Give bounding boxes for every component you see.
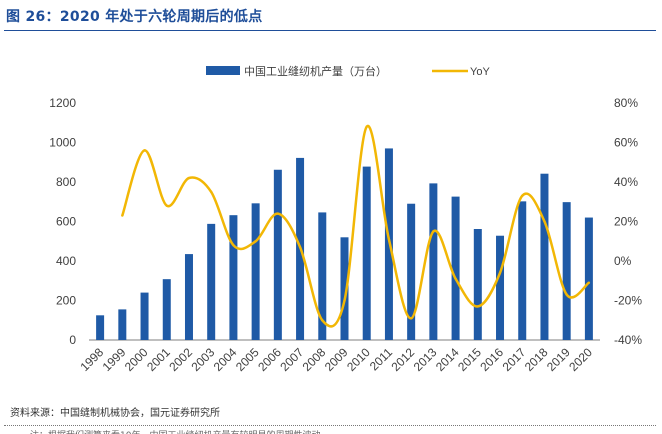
- x-tick-label: 2020: [566, 345, 595, 374]
- legend-line-label: YoY: [470, 66, 490, 78]
- title-rule: [4, 30, 656, 31]
- bar-2019: [562, 202, 571, 340]
- legend-bar-label: 中国工业缝纫机产量（万台）: [244, 64, 387, 78]
- y-right-tick-label: -20%: [614, 294, 642, 308]
- yoy-point-2008: [321, 319, 324, 322]
- bar-2018: [540, 173, 549, 340]
- y-left-tick-label: 400: [56, 254, 76, 268]
- x-tick-label: 2018: [522, 345, 551, 374]
- yoy-line-group: [121, 124, 591, 328]
- bar-2009: [340, 237, 349, 340]
- yoy-point-2001: [165, 204, 168, 207]
- yoy-point-2016: [498, 271, 502, 275]
- yoy-point-2004: [232, 244, 235, 247]
- bar-2013: [429, 183, 438, 340]
- bar-2010: [362, 166, 371, 340]
- note-rule: [4, 425, 656, 426]
- yoy-point-2019: [565, 293, 568, 296]
- legend-bar-swatch: [206, 66, 240, 75]
- x-tick-label: 2005: [233, 345, 262, 374]
- yoy-point-2010: [365, 125, 368, 128]
- x-tick-label: 2006: [255, 345, 284, 374]
- y-left-tick-label: 1200: [49, 96, 76, 110]
- bar-2017: [518, 201, 527, 340]
- yoy-point-2007: [298, 245, 302, 249]
- y-right-tick-label: 40%: [614, 175, 638, 189]
- yoy-point-2013: [432, 230, 435, 233]
- x-tick-label: 2016: [477, 345, 506, 374]
- y-right-tick-label: 0%: [614, 254, 632, 268]
- bar-2020: [584, 217, 593, 340]
- footnote: 注：根据我们测算来看10年，中国工业缝纫机产量有较明显的周期性波动: [30, 428, 650, 434]
- x-tick-label: 2013: [411, 345, 440, 374]
- x-tick-label: 2015: [455, 345, 484, 374]
- yoy-point-2000: [143, 149, 146, 152]
- yoy-point-2014: [454, 277, 457, 280]
- x-tick-label: 2014: [433, 345, 462, 374]
- bar-2014: [451, 196, 460, 340]
- x-tick-label: 2008: [300, 345, 329, 374]
- bar-2005: [251, 203, 260, 340]
- x-tick-label: 2002: [166, 345, 195, 374]
- bar-2006: [273, 169, 282, 340]
- x-tick-label: 2011: [367, 345, 395, 373]
- source-note: 资料来源：中国缝制机械协会，国元证券研究所: [10, 408, 220, 419]
- bar-1998: [96, 315, 105, 340]
- y-left-tick-label: 0: [69, 333, 76, 347]
- yoy-point-2018: [543, 220, 546, 223]
- bar-2015: [473, 229, 482, 340]
- yoy-point-2002: [187, 176, 191, 180]
- bar-2004: [229, 215, 238, 340]
- bar-2003: [207, 223, 216, 340]
- y-right-tick-label: 20%: [614, 215, 638, 229]
- bar-1999: [118, 309, 127, 340]
- x-tick-label: 2019: [544, 345, 573, 374]
- yoy-point-2020: [587, 281, 591, 284]
- y-right-tick-label: 80%: [614, 96, 638, 110]
- yoy-point-2012: [409, 317, 413, 320]
- x-tick-label: 1999: [100, 345, 129, 374]
- y-left-tick-label: 200: [56, 294, 76, 308]
- yoy-point-2006: [276, 212, 280, 215]
- yoy-point-1999: [121, 214, 124, 217]
- yoy-point-2017: [521, 194, 524, 198]
- x-tick-label: 1998: [77, 345, 106, 374]
- bar-2012: [407, 203, 416, 340]
- bar-2008: [318, 212, 327, 340]
- bar-2002: [184, 254, 193, 340]
- yoy-point-2003: [209, 190, 213, 194]
- y-right-tick-label: -40%: [614, 333, 642, 347]
- bar-2001: [162, 279, 171, 340]
- bars: [96, 148, 593, 340]
- legend: 中国工业缝纫机产量（万台） YoY: [206, 64, 490, 78]
- x-tick-label: 2000: [122, 345, 151, 374]
- figure-title: 图 26：2020 年处于六轮周期后的低点: [6, 9, 263, 25]
- chart: 中国工业缝纫机产量（万台） YoY 0 200 400 600 800 1000 1200 -…: [49, 64, 642, 374]
- y-right-tick-label: 60%: [614, 136, 638, 150]
- x-tick-label: 2004: [211, 345, 240, 374]
- x-tick-label: 2009: [322, 345, 351, 374]
- yoy-line: [121, 124, 590, 328]
- x-tick-label: 2001: [144, 345, 173, 374]
- x-tick-label: 2007: [277, 345, 306, 374]
- x-tick-label: 2010: [344, 345, 373, 374]
- bar-2016: [496, 235, 505, 340]
- y-left-tick-label: 600: [56, 215, 76, 229]
- yoy-point-2005: [254, 240, 257, 243]
- yoy-point-2011: [387, 238, 391, 241]
- bar-2000: [140, 292, 149, 340]
- x-tick-label: 2003: [189, 345, 218, 374]
- x-tick-label: 2017: [500, 345, 529, 374]
- y-left-tick-label: 1000: [49, 136, 76, 150]
- yoy-point-2015: [476, 305, 480, 308]
- yoy-point-2009: [343, 299, 346, 302]
- y-left-tick-label: 800: [56, 175, 76, 189]
- x-tick-label: 2012: [388, 345, 417, 374]
